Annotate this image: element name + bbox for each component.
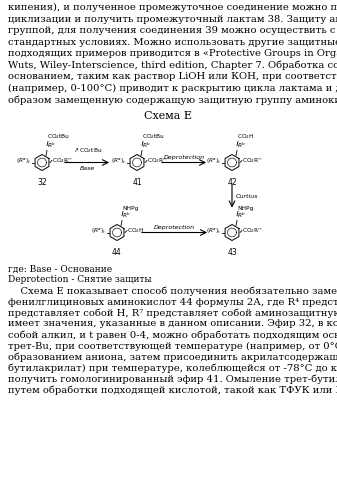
Text: кипения), и полученное промежуточное соединение можно подвергнуть реакции: кипения), и полученное промежуточное сое… <box>8 3 337 12</box>
Text: собой алкил, и t равен 0-4, можно обработать подходящим основанием, таким как КО: собой алкил, и t равен 0-4, можно обрабо… <box>8 330 337 340</box>
Text: 32: 32 <box>37 178 47 187</box>
Text: CO$_2$tBu: CO$_2$tBu <box>142 132 165 141</box>
Text: $(R^a)_t$: $(R^a)_t$ <box>17 157 32 166</box>
Text: основанием, таким как раствор LiOH или КОН, при соответствующей температуре: основанием, таким как раствор LiOH или К… <box>8 72 337 81</box>
Text: $(R^a)_t$: $(R^a)_t$ <box>112 157 127 166</box>
Text: путем обработки подходящей кислотой, такой как ТФУК или HCl, при соответствующей: путем обработки подходящей кислотой, так… <box>8 386 337 395</box>
Text: $(R^a)_t$: $(R^a)_t$ <box>91 227 107 236</box>
Text: Wuts, Wiley-Interscience, third edition, Chapter 7. Обработка соединения 39 водн: Wuts, Wiley-Interscience, third edition,… <box>8 60 337 70</box>
Text: CO$_2$tBu: CO$_2$tBu <box>47 132 70 141</box>
Text: 43: 43 <box>227 248 237 256</box>
Text: CO$_2$R'': CO$_2$R'' <box>52 156 72 165</box>
Text: $\nearrow$CO$_2$tBu: $\nearrow$CO$_2$tBu <box>72 146 102 155</box>
Text: подходящих примеров приводится в «Protective Groups in Organic Synthesis», Green: подходящих примеров приводится в «Protec… <box>8 49 337 58</box>
Text: трет-Bu, при соответствующей температуре (например, от 0°C до температуры кипени: трет-Bu, при соответствующей температуре… <box>8 341 337 351</box>
Text: образом замещенную содержащую защитную группу аминокислоту 40.: образом замещенную содержащую защитную г… <box>8 95 337 104</box>
Text: Deprotection: Deprotection <box>154 225 195 230</box>
Text: Base: Base <box>80 166 95 171</box>
Text: получить гомологинированный эфир 41. Омыление трет-бутилового эфира соединения 4: получить гомологинированный эфир 41. Омы… <box>8 375 337 384</box>
Text: CO$_2$H: CO$_2$H <box>237 132 254 141</box>
Text: $(R^a)_t$: $(R^a)_t$ <box>207 157 222 166</box>
Text: CO$_2$R'': CO$_2$R'' <box>242 156 263 165</box>
Text: представляет собой H, R⁷ представляет собой аминозащитную группу, t равен 0-4, и: представляет собой H, R⁷ представляет со… <box>8 308 337 318</box>
Text: (например, 0-100°C) приводит к раскрытию цикла лактама и дает соответствующим: (например, 0-100°C) приводит к раскрытию… <box>8 83 337 93</box>
Text: циклизации и получить промежуточный лактам 38. Защиту амина, например, Boc-: циклизации и получить промежуточный лакт… <box>8 14 337 23</box>
Text: $R^b$: $R^b$ <box>237 140 246 150</box>
Text: $R^b$: $R^b$ <box>237 210 246 220</box>
Text: Схема E: Схема E <box>144 110 192 120</box>
Text: CO$_2$H: CO$_2$H <box>127 226 145 235</box>
Text: 41: 41 <box>132 178 142 187</box>
Text: 42: 42 <box>227 178 237 187</box>
Text: стандартных условиях. Можно использовать другие защитные группы, и множество: стандартных условиях. Можно использовать… <box>8 37 337 46</box>
Text: NHPg: NHPg <box>122 206 139 211</box>
Text: имеет значения, указанные в данном описании. Эфир 32, в котором R″″″ представляе: имеет значения, указанные в данном описа… <box>8 319 337 328</box>
Text: $(R^a)_t$: $(R^a)_t$ <box>207 227 222 236</box>
Text: Схема E показывает способ получения необязательно замещенных γ-: Схема E показывает способ получения необ… <box>8 286 337 296</box>
Text: образованием аниона, затем присоединить акрилатсодержащий элемент (например, тре: образованием аниона, затем присоединить … <box>8 352 337 362</box>
Text: Curtius: Curtius <box>236 194 258 199</box>
Text: CO$_2$R'': CO$_2$R'' <box>242 226 263 235</box>
Text: бутилакрилат) при температуре, колеблющейся от -78°C до комнатной температуры, и: бутилакрилат) при температуре, колеблюще… <box>8 363 337 373</box>
Text: 44: 44 <box>112 248 122 256</box>
Text: Deprotection: Deprotection <box>163 155 205 160</box>
Text: $R^b$: $R^b$ <box>47 140 56 150</box>
Text: $R^b$: $R^b$ <box>122 210 131 220</box>
Text: фенилглициновых аминокислот 44 формулы 2А, где R⁴ представляет собой метил, R⁶: фенилглициновых аминокислот 44 формулы 2… <box>8 297 337 307</box>
Text: $R^b$: $R^b$ <box>142 140 151 150</box>
Text: группой, для получения соединения 39 можно осуществить с использованием Boc₂O в: группой, для получения соединения 39 мож… <box>8 26 337 35</box>
Text: NHPg: NHPg <box>237 206 253 211</box>
Text: где: Base - Основание
Deprotection - Снятие защиты: где: Base - Основание Deprotection - Сня… <box>8 264 152 284</box>
Text: CO$_2$R'': CO$_2$R'' <box>147 156 167 165</box>
